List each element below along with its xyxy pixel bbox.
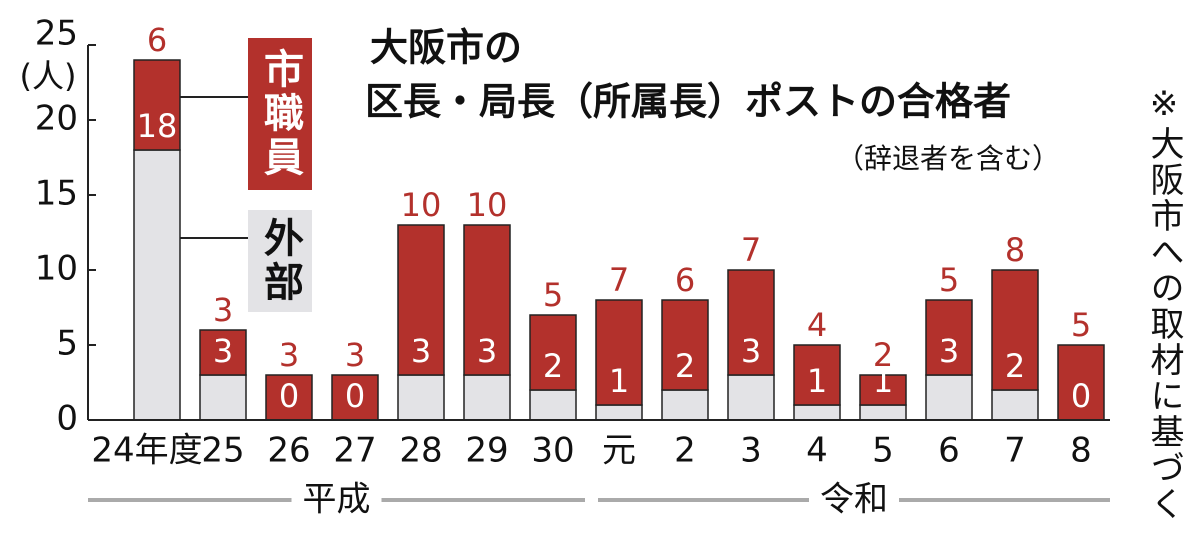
legend-entry: 市職員 [248,38,312,190]
bar-segment [727,269,775,376]
value-label: 2 [675,347,695,385]
x-tick-label: 30 [531,431,574,471]
bar-segment [793,404,841,421]
bar-segment [991,389,1039,421]
era-label: 平成 [303,480,371,520]
bar-segment [199,374,247,421]
chart-note: （辞退者を含む） [836,142,1060,175]
value-label: 7 [741,231,761,269]
value-label: 7 [609,261,629,299]
value-label: 2 [543,347,563,385]
x-tick-label: 3 [740,431,762,471]
value-label: 5 [543,276,563,314]
value-label: 3 [939,332,959,370]
value-label: 3 [411,332,431,370]
x-tick-label: 28 [399,431,442,471]
era-label-bg [809,482,899,520]
x-tick-label: 8 [1070,431,1092,471]
bar-segment [661,389,709,421]
value-label: 3 [279,336,299,374]
x-tick-label: 29 [465,431,508,471]
value-label: 3 [213,291,233,329]
value-label: 3 [213,332,233,370]
era-label: 令和 [820,480,888,520]
y-tick-label: 0 [56,399,78,439]
bar-segment [595,404,643,421]
value-label: 1 [873,362,893,400]
bar-segment [529,314,577,391]
bar-segment [397,224,445,376]
y-unit: (人) [20,57,77,95]
chart-subtitle: 区長・局長（所属長）ポストの合格者 [365,80,1011,124]
value-label: 3 [741,332,761,370]
value-label: 0 [1071,377,1091,415]
x-tick-label: 2 [674,431,696,471]
value-label: 3 [477,332,497,370]
value-label: 1 [807,362,827,400]
value-label: 2 [1005,347,1025,385]
bar-segment [859,374,907,406]
value-label: 6 [675,261,695,299]
bar-segment [463,374,511,421]
bar-segment [133,149,181,421]
value-label: 0 [345,377,365,415]
value-label: 1 [609,362,629,400]
value-label: 2 [873,336,893,374]
value-label: 3 [345,336,365,374]
x-tick-label: 4 [806,431,828,471]
bar-segment [595,299,643,406]
bar-segment [991,269,1039,391]
era-label-bg [291,482,382,520]
bar-segment [925,299,973,376]
x-tick-label: 5 [872,431,894,471]
source-note: ※大阪市への取材に基づく [1144,84,1184,522]
x-tick-label: 24年度 [91,431,202,471]
value-label: 18 [137,107,178,145]
bar-segment [793,344,841,406]
bar-segment [463,224,511,376]
y-tick-label: 5 [56,324,78,364]
bar-segment [133,59,181,151]
value-label: 0 [279,377,299,415]
bar-segment [199,329,247,376]
y-tick-label: 10 [35,249,78,289]
x-tick-label: 26 [267,431,310,471]
y-tick-label: 20 [35,99,78,139]
bar-segment [727,374,775,421]
chart-title: 大阪市の [370,26,522,70]
value-label: 8 [1005,231,1025,269]
bar-segment [661,299,709,391]
value-label: 10 [467,186,508,224]
x-tick-label: 6 [938,431,960,471]
value-label: 10 [401,186,442,224]
value-label: 6 [147,21,167,59]
bar-segment [925,374,973,421]
value-label: 5 [939,261,959,299]
bar-segment [397,374,445,421]
y-tick-label: 15 [35,174,78,214]
value-label: 4 [807,306,827,344]
x-tick-label: 25 [201,431,244,471]
x-tick-label: 27 [333,431,376,471]
bar-segment [1057,344,1105,421]
x-tick-label: 7 [1004,431,1026,471]
value-label: 5 [1071,306,1091,344]
legend-entry: 外部 [248,210,312,312]
x-tick-label: 元 [602,431,636,471]
y-tick-label: 25 [35,14,78,54]
bar-segment [529,389,577,421]
bar-segment [859,404,907,421]
